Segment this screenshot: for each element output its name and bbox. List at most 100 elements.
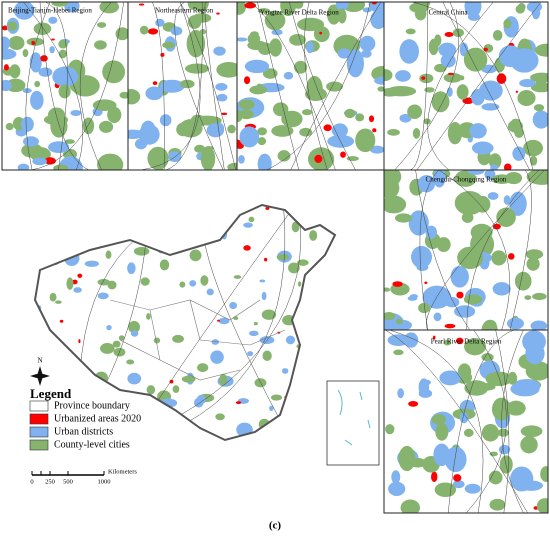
patch [326,81,343,92]
patch [147,28,159,35]
patch [115,27,128,41]
patch [313,26,330,43]
patch [440,53,456,68]
patch [146,313,151,320]
patch [277,150,291,162]
patch [384,287,391,292]
patch [526,2,543,13]
patch [481,103,500,111]
patch [129,218,142,230]
patch [264,10,286,31]
patch [436,237,451,253]
patch [459,412,469,424]
boundary [416,2,542,170]
patch [371,2,378,5]
patch [368,2,384,13]
patch [213,212,219,219]
boundary [426,170,545,330]
patch [276,254,290,261]
patch [105,250,112,259]
patch [454,170,477,187]
patch [100,343,115,354]
patch [405,28,416,35]
boundary [30,2,124,170]
patch [217,319,221,322]
patch [299,127,313,137]
patch [253,321,258,326]
patch [179,422,186,432]
patch [2,48,17,60]
patch [77,221,91,231]
patch [370,10,384,30]
patch [386,86,417,97]
patch [128,320,141,334]
patch [169,379,174,384]
boundary [174,2,224,170]
patch [262,350,272,362]
patch [248,216,255,223]
patch [329,333,335,340]
patch [91,216,101,232]
legend-label: Urbanized areas 2020 [54,413,141,424]
patch [181,375,196,383]
patch [369,145,384,154]
patch [39,205,43,210]
patch [301,109,313,116]
patch [133,246,150,256]
patch [314,406,319,412]
patch [421,76,426,80]
patch [243,222,253,228]
patch [454,190,485,216]
patch [418,378,430,397]
patch [431,471,438,483]
patch [64,139,75,144]
patch [424,87,435,93]
patch [506,317,524,330]
patch [259,279,266,283]
patch [397,388,404,399]
legend: Province boundary Urbanized areas 2020 Urb… [29,400,141,451]
patch [270,394,283,401]
patch [462,97,474,105]
patch [326,4,341,25]
patch [453,474,462,482]
patch [461,212,474,223]
patch [112,340,121,348]
patch [490,164,498,170]
patch [82,375,94,387]
patch [118,335,125,341]
patch [496,73,507,84]
boundary [23,2,83,170]
patch [507,253,515,260]
patch [326,346,335,356]
patch [153,337,161,344]
patch [48,434,52,439]
patch [35,207,47,221]
patch [522,330,546,353]
patch [292,420,296,424]
patch [519,79,536,88]
patch [237,139,241,145]
patch [44,205,52,219]
patch [412,128,421,139]
patch [471,141,494,155]
panel-title: Chengdu-Chongqing Region [426,176,507,184]
patch [55,300,62,304]
patch [53,164,69,170]
patch [525,361,548,381]
patch [155,221,163,227]
boundary [447,330,514,513]
patch [532,110,548,129]
patch [179,281,186,288]
patch [30,147,51,162]
patch [159,79,185,93]
patch [33,22,52,36]
patch [469,123,487,139]
patch [419,73,434,84]
china-outline [33,203,337,442]
patch [49,46,55,54]
patch [484,170,496,180]
land-use [385,330,548,513]
patch [216,12,220,15]
patch [384,177,400,199]
